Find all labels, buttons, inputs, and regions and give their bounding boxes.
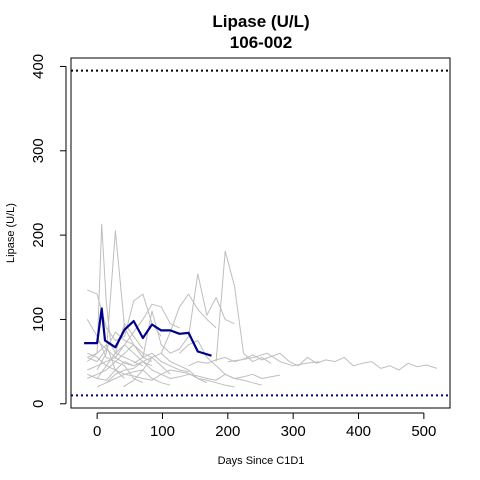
x-tick-label: 100	[150, 423, 175, 440]
background-series-line-9	[160, 293, 217, 354]
y-tick-label: 300	[30, 138, 47, 163]
background-series-line-4	[215, 250, 272, 364]
x-tick-label: 200	[215, 423, 240, 440]
background-series-line-7	[87, 289, 162, 341]
series-layer	[84, 223, 438, 388]
x-tick-label: 500	[411, 423, 436, 440]
background-series-line-16	[86, 344, 125, 379]
x-tick-label: 0	[93, 423, 101, 440]
background-series-line-11	[87, 361, 144, 384]
background-series-line-18	[87, 369, 235, 388]
x-tick-label: 400	[346, 423, 371, 440]
chart-subtitle: 106-002	[230, 33, 292, 52]
background-series-line-17	[106, 369, 171, 386]
x-axis-label: Days Since C1D1	[218, 455, 305, 467]
y-tick-label: 0	[30, 400, 47, 408]
background-series-line-13	[87, 356, 281, 381]
y-tick-label: 200	[30, 223, 47, 248]
reference-lines	[71, 69, 450, 397]
y-axis-label: Lipase (U/L)	[5, 203, 17, 263]
background-series-line-22	[123, 356, 171, 388]
y-tick-label: 100	[30, 307, 47, 332]
plot-frame	[70, 57, 451, 409]
y-tick-label: 400	[30, 54, 47, 79]
background-series-line-6	[227, 352, 320, 367]
background-series-line-10	[86, 319, 189, 373]
chart-title: Lipase (U/L)	[212, 12, 309, 31]
background-series-line-14	[87, 352, 134, 371]
background-series-line-8	[115, 303, 180, 354]
x-axis: 0 100 200 300 400 500	[93, 412, 436, 440]
x-tick-label: 300	[281, 423, 306, 440]
highlight-series-line	[84, 307, 212, 357]
background-series-line-5	[188, 352, 438, 371]
y-axis: 0 100 200 300 400	[30, 54, 67, 408]
